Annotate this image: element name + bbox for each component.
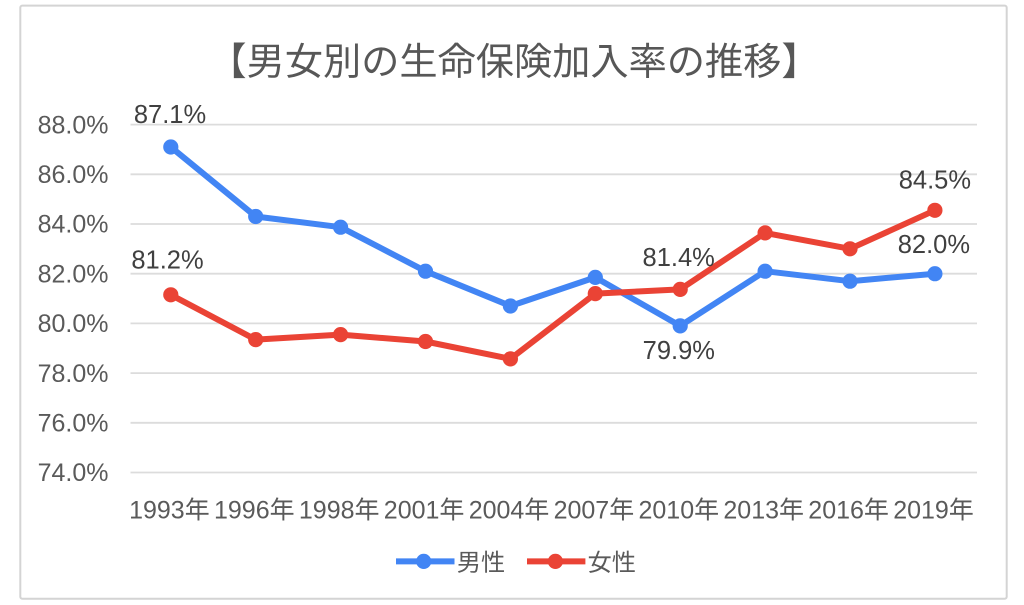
svg-text:81.2%: 81.2%	[131, 246, 203, 274]
svg-text:2010: 2010	[639, 497, 695, 525]
svg-text:86.0%: 86.0%	[38, 161, 109, 189]
svg-text:80.0%: 80.0%	[38, 310, 109, 338]
svg-text:76.0%: 76.0%	[38, 410, 109, 438]
svg-text:82.0%: 82.0%	[38, 260, 109, 288]
svg-text:78.0%: 78.0%	[38, 360, 109, 388]
svg-text:81.4%: 81.4%	[643, 244, 715, 272]
svg-text:1993: 1993	[129, 497, 185, 525]
svg-text:2001: 2001	[384, 497, 440, 525]
svg-text:84.0%: 84.0%	[38, 211, 109, 239]
svg-text:1998: 1998	[299, 497, 355, 525]
svg-text:84.5%: 84.5%	[899, 167, 971, 195]
svg-text:2016: 2016	[808, 497, 864, 525]
svg-text:2007: 2007	[554, 497, 610, 525]
svg-text:88.0%: 88.0%	[38, 111, 109, 139]
svg-text:1996: 1996	[214, 497, 270, 525]
svg-text:2013: 2013	[723, 497, 779, 525]
svg-text:82.0%: 82.0%	[898, 231, 970, 259]
svg-text:87.1%: 87.1%	[134, 101, 206, 129]
svg-text:79.9%: 79.9%	[643, 337, 715, 365]
svg-text:74.0%: 74.0%	[38, 459, 109, 487]
svg-text:2019: 2019	[893, 497, 949, 525]
svg-text:2004: 2004	[469, 497, 525, 525]
